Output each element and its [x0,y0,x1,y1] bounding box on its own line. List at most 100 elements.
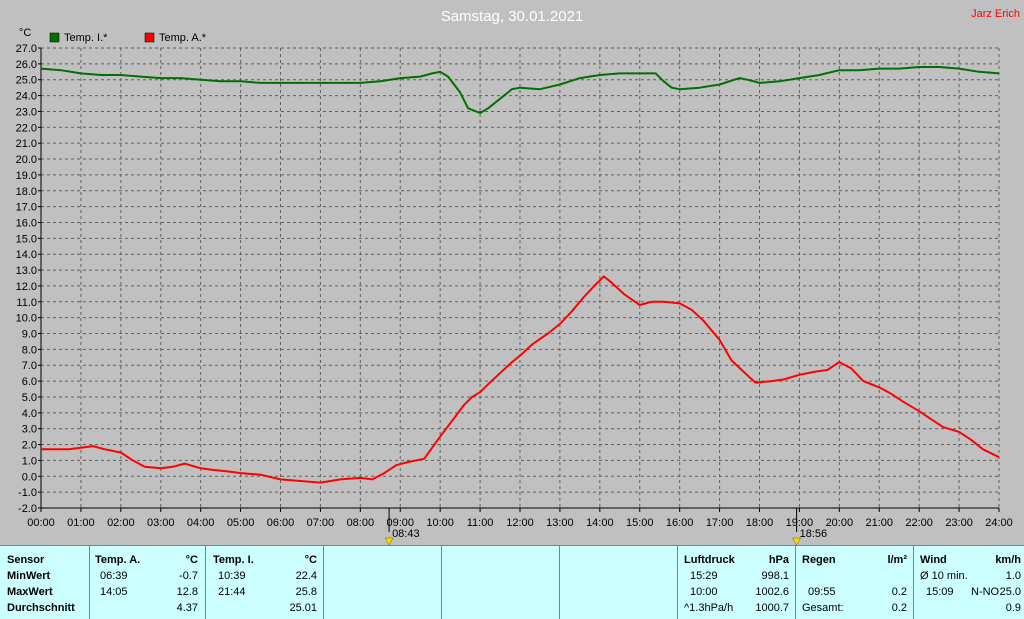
x-tick-label: 09:00 [386,517,414,529]
stats-col-luftdruck: Luftdruck hPa 15:29 998.1 10:00 1002.6 ^… [678,546,796,619]
x-tick-label: 23:00 [945,517,973,529]
sensor-header: Sensor [7,554,45,566]
regen-unit: l/m² [887,554,907,566]
x-tick-label: 04:00 [187,517,215,529]
y-tick-label: 3.0 [22,424,37,436]
x-tick-label: 18:00 [746,517,774,529]
row-label-avg: Durchschnitt [7,602,75,614]
wind-max-time: 15:09 [926,586,954,598]
sunrise-icon [384,537,394,545]
luftdruck-max: 1002.6 [755,586,789,598]
stats-col-temp-a: Temp. A. °C 06:39 -0.7 14:05 12.8 4.37 [90,546,206,619]
x-tick-label: 01:00 [67,517,95,529]
temp-a-min-time: 06:39 [100,570,128,582]
y-tick-label: 9.0 [22,329,37,341]
y-tick-label: 6.0 [22,376,37,388]
temp-a-max-time: 14:05 [100,586,128,598]
y-tick-label: 25.0 [16,75,37,87]
sun-markers: 08:43 18:56 [384,508,827,545]
x-tick-label: 07:00 [307,517,335,529]
y-tick-label: 18.0 [16,186,37,198]
stats-col-empty-2 [442,546,560,619]
x-tick-label: 24:00 [985,517,1013,529]
legend-label: Temp. A.* [159,32,207,44]
x-tick-label: 12:00 [506,517,534,529]
x-axis-ticks: 00:00 01:00 02:00 03:00 04:00 05:00 06:00 07:00… [27,508,1013,529]
y-tick-label: 27.0 [16,43,37,55]
x-tick-label: 06:00 [267,517,295,529]
series-line-temp-a [41,275,1000,484]
x-tick-label: 13:00 [546,517,574,529]
x-tick-label: 14:00 [586,517,614,529]
y-tick-label: 13.0 [16,265,37,277]
regen-total-label: Gesamt: [802,602,844,614]
y-tick-label: 24.0 [16,91,37,103]
legend: Temp. I.* Temp. A.* [49,32,207,44]
grid [40,47,1000,509]
row-label-min: MinWert [7,570,51,582]
x-tick-label: 16:00 [666,517,694,529]
x-tick-label: 08:00 [347,517,375,529]
regen-time: 09:55 [808,586,836,598]
temp-a-max: 12.8 [176,586,198,598]
temp-i-min-time: 10:39 [218,570,246,582]
y-tick-label: 8.0 [22,344,37,356]
y-tick-label: 10.0 [16,313,37,325]
x-tick-label: 22:00 [905,517,933,529]
temp-i-max-time: 21:44 [218,586,246,598]
wind-unit: km/h [995,554,1021,566]
luftdruck-max-time: 10:00 [690,586,718,598]
y-tick-label: 15.0 [16,233,37,245]
y-tick-label: 4.0 [22,408,37,420]
y-tick-label: 20.0 [16,154,37,166]
temp-a-unit: °C [185,554,198,566]
series-lines [40,66,1000,484]
x-tick-label: 02:00 [107,517,135,529]
x-tick-label: 03:00 [147,517,175,529]
temp-i-min: 22.4 [295,570,317,582]
temp-i-header: Temp. I. [213,554,254,566]
regen-total: 0.2 [891,602,907,614]
y-tick-label: 23.0 [16,106,37,118]
stats-col-empty-1 [324,546,442,619]
wind-max: 25.0 [999,586,1021,598]
row-label-max: MaxWert [7,586,53,598]
y-tick-label: 7.0 [22,360,37,372]
author-label: Jarz Erich [971,8,1020,20]
wind-max-dir: N-NO [971,586,1000,598]
stats-col-sensor: Sensor MinWert MaxWert Durchschnitt [0,546,90,619]
series-line-temp-i [40,66,1000,114]
y-tick-label: 2.0 [22,440,37,452]
legend-swatch [49,32,60,43]
x-tick-label: 17:00 [706,517,734,529]
legend-label: Temp. I.* [64,32,108,44]
temp-a-min: -0.7 [179,570,198,582]
temp-i-max: 25.8 [295,586,317,598]
y-axis-ticks: -2.0 -1.0 0.0 1.0 2.0 3.0 4.0 5.0 6.0 7.0 8.0 9.0 10… [16,43,41,515]
luftdruck-min-time: 15:29 [690,570,718,582]
stats-col-regen: Regen l/m² 09:55 0.2 Gesamt: 0.2 [796,546,914,619]
stats-col-temp-i: Temp. I. °C 10:39 22.4 21:44 25.8 25.01 [206,546,324,619]
wind-header: Wind [920,554,947,566]
luftdruck-min: 998.1 [761,570,789,582]
y-tick-label: -1.0 [18,487,37,499]
y-tick-label: 16.0 [16,217,37,229]
sunset-icon [792,537,802,545]
temp-a-header: Temp. A. [95,554,141,566]
x-tick-label: 15:00 [626,517,654,529]
y-tick-label: 11.0 [16,297,37,309]
y-tick-label: 0.0 [22,471,37,483]
y-tick-label: 21.0 [16,138,37,150]
y-tick-label: 14.0 [16,249,37,261]
y-tick-label: 26.0 [16,59,37,71]
y-tick-label: 22.0 [16,122,37,134]
x-tick-label: 00:00 [27,517,55,529]
wind-extra: 0.9 [1005,602,1021,614]
y-tick-label: 19.0 [16,170,37,182]
x-tick-label: 19:00 [786,517,814,529]
y-axis-unit: °C [19,27,31,39]
x-tick-label: 10:00 [426,517,454,529]
temp-i-avg: 25.01 [289,602,317,614]
regen-value: 0.2 [891,586,907,598]
marker-label: 08:43 [392,528,420,540]
